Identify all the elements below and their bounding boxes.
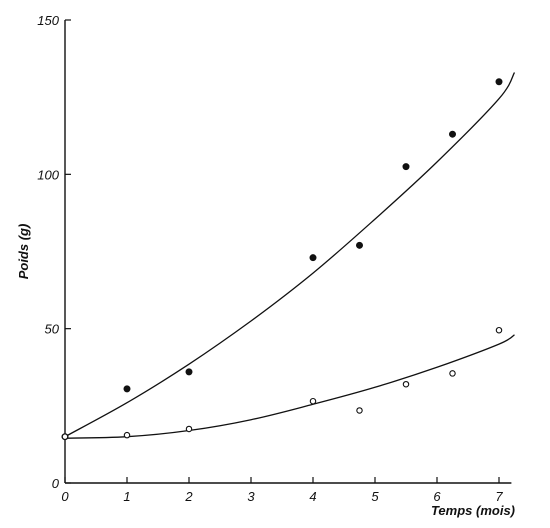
open-data-point: [402, 380, 410, 388]
filled-data-point: [495, 78, 503, 86]
open-data-point: [61, 433, 69, 440]
x-tick-label: 4: [309, 489, 316, 504]
ticks-layer: 0 1 2 3 4 5 6 7 0 50 100 150: [37, 13, 503, 504]
y-tick-label: 50: [45, 322, 60, 337]
x-axis-title: Temps (mois): [431, 503, 515, 518]
axes-layer: [64, 20, 512, 484]
y-tick-label: 150: [37, 13, 59, 28]
y-tick-label: 0: [52, 476, 60, 491]
x-tick-label: 2: [184, 489, 193, 504]
open-data-point: [123, 431, 131, 439]
filled-data-point: [185, 368, 193, 376]
fit-curve-series-1: [64, 72, 516, 438]
y-tick-label: 100: [37, 167, 59, 182]
x-tick-label: 1: [123, 489, 130, 504]
y-axis-title: Poids (g): [16, 224, 31, 280]
open-data-point: [185, 425, 193, 433]
x-tick-label: 6: [433, 489, 441, 504]
data-points-layer: [61, 78, 503, 441]
x-tick-label: 5: [371, 489, 379, 504]
open-data-point: [309, 397, 317, 405]
open-data-point: [449, 370, 456, 377]
filled-data-point: [309, 254, 317, 262]
open-data-point: [356, 407, 363, 414]
filled-data-point: [402, 163, 410, 171]
fit-curves-layer: [64, 72, 516, 439]
filled-data-point: [449, 130, 456, 138]
x-tick-label: 0: [61, 489, 69, 504]
filled-data-point: [123, 385, 131, 393]
open-data-point: [495, 326, 503, 334]
filled-data-point: [356, 241, 363, 249]
fit-curve-series-2: [64, 334, 515, 439]
x-tick-label: 3: [247, 489, 255, 504]
x-tick-label: 7: [495, 489, 503, 504]
